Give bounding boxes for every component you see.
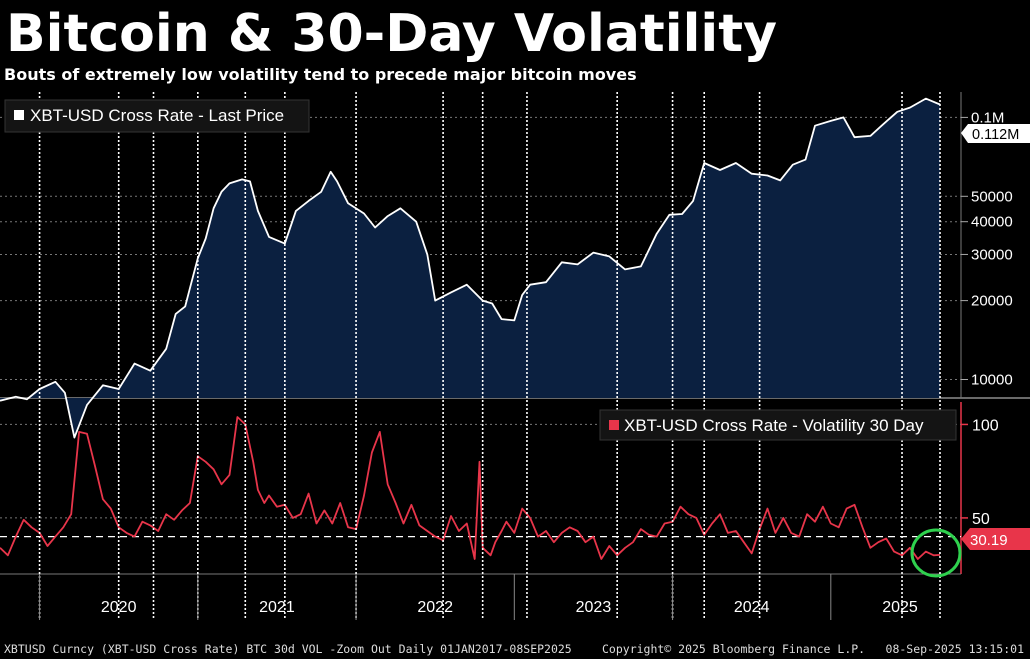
volatility-last-value-tag: 30.19 xyxy=(961,528,1030,550)
latest-volatility-circle xyxy=(910,528,962,578)
price-legend: XBT-USD Cross Rate - Last Price xyxy=(4,99,310,133)
footer-timestamp: 08-Sep-2025 13:15:01 xyxy=(885,642,1024,656)
x-axis-year-label: 2020 xyxy=(101,599,137,616)
volatility-last-value: 30.19 xyxy=(970,532,1008,549)
chart-canvas: 10000 20000 30000 40000 50000 0.1M 50 100 XBT-… xyxy=(0,92,1030,620)
volatility-tick-label: 100 xyxy=(972,417,999,434)
x-axis-year-label: 2024 xyxy=(734,599,770,616)
x-axis-year-label: 2022 xyxy=(417,599,453,616)
price-tick-label: 30000 xyxy=(971,246,1013,263)
volatility-legend-swatch xyxy=(609,420,619,430)
volatility-legend-label: XBT-USD Cross Rate - Volatility 30 Day xyxy=(624,416,924,435)
price-legend-label: XBT-USD Cross Rate - Last Price xyxy=(30,106,284,125)
price-area-fill xyxy=(0,98,940,438)
price-tick-label: 40000 xyxy=(971,214,1013,231)
volatility-series-line xyxy=(0,416,941,560)
price-tick-label: 0.1M xyxy=(971,109,1004,126)
x-axis-year-label: 2021 xyxy=(259,599,295,616)
x-axis-year-labels: 2020 2021 2022 2023 2024 2025 xyxy=(39,574,918,620)
price-legend-swatch xyxy=(14,110,24,120)
price-tick-label: 50000 xyxy=(971,188,1013,205)
price-last-value-tag: 0.112M xyxy=(961,124,1030,143)
chart-title: Bitcoin & 30-Day Volatility xyxy=(6,4,777,64)
footer-copyright: Copyright© 2025 Bloomberg Finance L.P. xyxy=(602,642,866,656)
volatility-legend: XBT-USD Cross Rate - Volatility 30 Day xyxy=(599,409,957,441)
price-series-line xyxy=(0,97,941,439)
x-axis-year-label: 2023 xyxy=(576,599,612,616)
x-axis-year-label: 2025 xyxy=(882,599,918,616)
event-marker-lines xyxy=(38,92,941,620)
footer-bar: XBTUSD Curncy (XBT-USD Cross Rate) BTC 3… xyxy=(0,640,1030,659)
price-axis-ticks: 10000 20000 30000 40000 50000 0.1M xyxy=(961,109,1013,389)
price-tick-label: 10000 xyxy=(971,372,1013,389)
footer-source: XBTUSD Curncy (XBT-USD Cross Rate) BTC 3… xyxy=(4,642,572,656)
volatility-tick-label: 50 xyxy=(972,511,990,528)
volatility-axis-ticks: 50 100 xyxy=(961,417,999,528)
chart-subtitle: Bouts of extremely low volatility tend t… xyxy=(4,65,637,84)
price-last-value: 0.112M xyxy=(972,127,1019,143)
price-tick-label: 20000 xyxy=(971,293,1013,310)
